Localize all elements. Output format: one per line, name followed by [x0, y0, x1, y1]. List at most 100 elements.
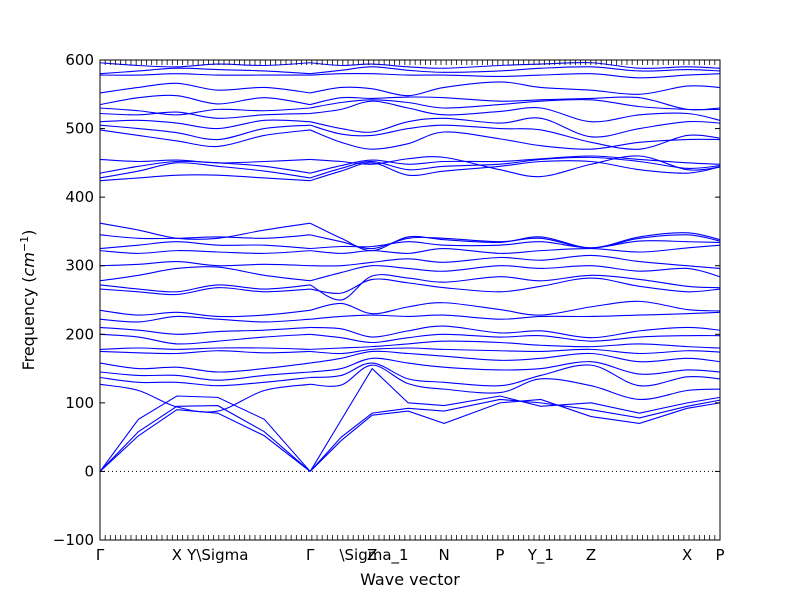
band-line-59	[310, 155, 721, 174]
x-tick-label: Z	[367, 546, 377, 564]
band-line-24	[99, 160, 311, 174]
band-line-36	[309, 398, 721, 472]
series-layer	[99, 62, 721, 472]
x-tick-label: Y\Sigma	[186, 546, 248, 564]
band-line-34	[99, 67, 311, 75]
band-line-37	[309, 398, 721, 472]
band-line-19	[99, 241, 311, 250]
y-tick-label: 200	[65, 325, 94, 343]
y-axis-title-text: Frequency	[19, 288, 38, 371]
y-tick-label: 600	[65, 51, 94, 69]
band-line-15	[99, 284, 311, 293]
y-tick-label: 100	[65, 394, 94, 412]
band-line-6	[99, 371, 311, 381]
band-line-61	[309, 129, 721, 150]
band-line-56	[309, 222, 721, 252]
band-line-28	[99, 119, 311, 130]
band-line-50	[309, 274, 721, 301]
band-line-44	[310, 340, 721, 350]
band-line-31	[99, 94, 311, 106]
band-line-69	[310, 66, 721, 75]
band-line-2	[99, 405, 311, 472]
y-axis-title-open-paren: (	[19, 276, 38, 282]
band-line-58	[310, 156, 721, 179]
band-line-51	[310, 265, 721, 282]
band-line-29	[99, 111, 311, 119]
band-line-5	[99, 376, 311, 387]
band-line-18	[99, 250, 311, 254]
band-line-46	[310, 325, 721, 339]
y-axis-title-close-paren: )	[19, 230, 38, 236]
band-line-8	[99, 350, 311, 355]
band-line-53	[310, 244, 721, 254]
band-line-70	[310, 62, 721, 69]
band-line-16	[99, 266, 311, 282]
band-line-17	[99, 261, 311, 267]
y-axis-unit-exponent: −1	[18, 236, 31, 252]
band-line-12	[99, 315, 311, 323]
band-line-20	[99, 234, 311, 240]
band-line-7	[99, 362, 311, 373]
y-axis-title: Frequency (cm−1)	[18, 230, 38, 371]
band-line-23	[99, 162, 311, 179]
band-line-22	[99, 174, 311, 182]
band-line-27	[99, 124, 311, 141]
band-line-68	[310, 72, 721, 79]
y-tick-label: 500	[65, 120, 94, 138]
x-tick-label: X	[682, 546, 692, 564]
band-line-55	[310, 232, 721, 250]
y-tick-label: 0	[84, 462, 94, 480]
band-line-39	[310, 364, 721, 400]
x-tick-label: X	[172, 546, 182, 564]
band-line-49	[310, 277, 721, 295]
band-line-48	[310, 300, 721, 316]
band-line-38	[309, 367, 721, 472]
band-line-52	[310, 254, 721, 270]
band-line-65	[310, 98, 721, 111]
band-line-10	[99, 333, 311, 345]
x-tick-label: P	[495, 546, 504, 564]
band-line-35	[99, 62, 311, 68]
x-tick-label: \Sigma_1	[339, 546, 408, 565]
x-tick-label: Γ	[96, 546, 105, 564]
x-tick-label: P	[715, 546, 724, 564]
band-line-1	[99, 409, 311, 472]
band-line-13	[99, 309, 311, 318]
band-line-21	[99, 222, 311, 240]
band-line-45	[310, 333, 721, 344]
band-line-42	[310, 350, 721, 364]
band-line-66	[310, 96, 721, 111]
band-line-57	[310, 160, 721, 182]
band-line-60	[310, 155, 721, 178]
band-line-14	[99, 287, 311, 296]
x-tick-label: N	[438, 546, 449, 564]
band-line-54	[310, 240, 721, 250]
band-line-47	[310, 311, 721, 320]
plot-frame	[99, 59, 721, 541]
x-tick-label: Y_1	[527, 546, 554, 565]
band-line-40	[310, 362, 721, 387]
band-line-41	[310, 357, 721, 375]
band-line-62	[310, 124, 721, 150]
band-line-43	[310, 347, 721, 355]
band-line-32	[99, 82, 311, 94]
y-tick-label: 400	[65, 188, 94, 206]
band-line-11	[99, 326, 311, 335]
x-tick-label: Γ	[306, 546, 315, 564]
y-tick-label: −100	[53, 531, 94, 549]
band-line-63	[310, 117, 721, 138]
band-line-67	[310, 81, 721, 97]
x-tick-label: Z	[586, 546, 596, 564]
x-axis-title: Wave vector	[360, 570, 460, 589]
band-line-33	[99, 73, 311, 76]
band-line-3	[99, 395, 311, 472]
band-line-25	[99, 158, 311, 164]
y-tick-label: 300	[65, 257, 94, 275]
band-line-30	[99, 107, 311, 116]
y-axis-unit: cm	[19, 252, 38, 276]
band-line-64	[310, 100, 721, 123]
band-line-26	[99, 129, 311, 148]
